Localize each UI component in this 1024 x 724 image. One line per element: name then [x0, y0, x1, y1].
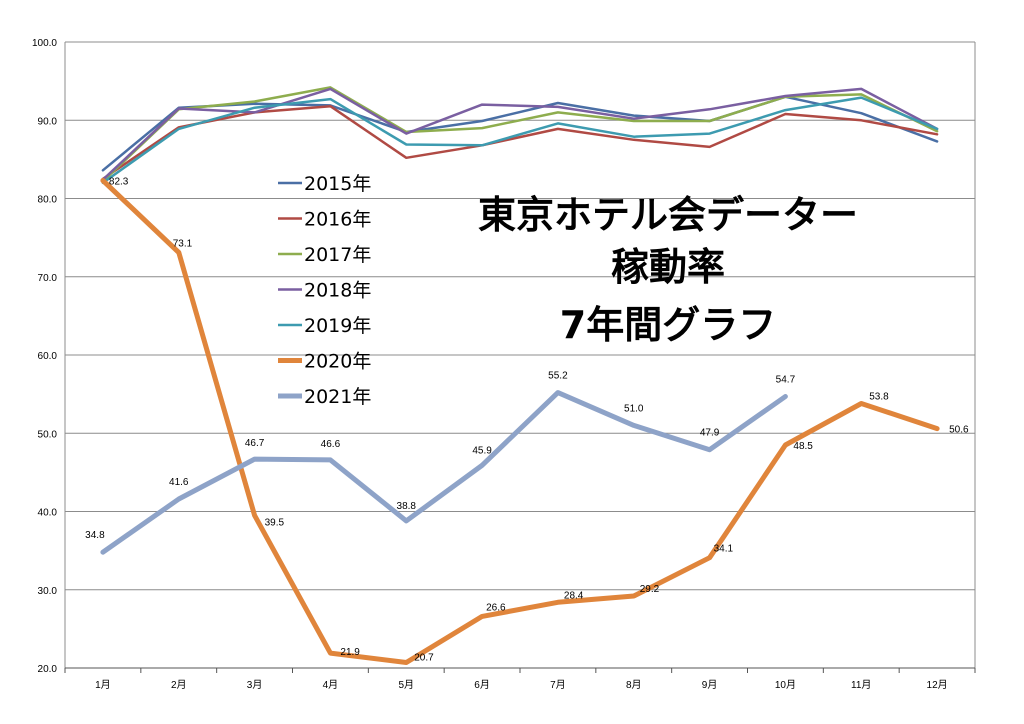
legend: 2015年 2016年 2017年 2018年 2019年 2020年 2021年: [278, 173, 371, 408]
legend-entry: 2021年: [304, 386, 371, 408]
title-line-3: 7年間グラフ: [560, 303, 776, 347]
data-label: 38.8: [397, 501, 417, 512]
data-label: 54.7: [776, 374, 796, 385]
series-line-2020年: [100, 178, 940, 665]
y-tick-label: 60.0: [38, 351, 58, 362]
data-label: 48.5: [793, 441, 813, 452]
x-tick-label: 7月: [550, 679, 566, 691]
legend-entry: 2018年: [304, 280, 371, 302]
title-line-2: 稼動率: [611, 245, 725, 289]
data-label: 29.2: [640, 584, 660, 595]
data-label: 47.9: [700, 428, 720, 439]
axes: 20.0 30.0 40.0 50.0 60.0 70.0 80.0 90.0 100.0 1月 2…: [32, 38, 976, 691]
y-tick-label: 70.0: [38, 273, 58, 284]
x-tick-label: 8月: [626, 679, 642, 691]
data-label: 82.3: [109, 177, 129, 188]
data-label: 21.9: [340, 647, 360, 658]
data-label: 45.9: [472, 445, 492, 456]
data-label: 55.2: [548, 371, 568, 382]
y-tick-label: 20.0: [38, 664, 58, 675]
data-label: 51.0: [624, 403, 644, 414]
data-label: 41.6: [169, 477, 189, 488]
y-tick-label: 50.0: [38, 429, 58, 440]
y-tick-label: 80.0: [38, 195, 58, 206]
legend-entry: 2019年: [304, 315, 371, 337]
data-label: 46.6: [321, 439, 341, 450]
series-line-2015年: [101, 95, 939, 172]
data-label: 28.4: [564, 590, 584, 601]
data-label: 50.6: [949, 425, 969, 436]
data-label: 26.6: [486, 602, 506, 613]
series-line-2017年: [101, 86, 939, 183]
data-label: 39.5: [265, 517, 285, 528]
x-tick-label: 3月: [247, 679, 263, 691]
series-line-2021年: [100, 390, 788, 555]
y-tick-label: 100.0: [32, 38, 57, 49]
x-tick-label: 11月: [851, 679, 871, 691]
series-lines: [100, 86, 940, 665]
x-tick-label: 2月: [171, 679, 187, 691]
x-tick-label: 4月: [323, 679, 339, 691]
chart-title: 東京ホテル会データー 稼動率 7年間グラフ: [478, 193, 858, 347]
y-tick-label: 40.0: [38, 508, 58, 519]
data-labels: 82.3 73.1 39.5 21.9 20.7 26.6 28.4 29.2 34.1 48.5…: [85, 177, 969, 664]
title-line-1: 東京ホテル会データー: [478, 193, 858, 237]
x-tick-label: 10月: [775, 679, 796, 691]
data-label: 34.1: [714, 544, 734, 555]
data-label: 73.1: [173, 238, 193, 249]
x-tick-label: 9月: [702, 679, 718, 691]
x-tick-label: 1月: [95, 679, 111, 691]
data-label: 46.7: [245, 438, 265, 449]
gridlines: [65, 41, 975, 669]
x-tick-label: 5月: [398, 679, 414, 691]
series-line-2016年: [101, 104, 939, 181]
data-label: 34.8: [85, 530, 105, 541]
series-line-2019年: [101, 96, 939, 185]
legend-entry: 2015年: [304, 173, 371, 195]
data-label: 20.7: [414, 653, 434, 664]
y-tick-label: 90.0: [38, 116, 58, 127]
legend-entry: 2017年: [304, 244, 371, 266]
legend-entry: 2016年: [304, 209, 371, 231]
legend-entry: 2020年: [304, 351, 371, 373]
y-tick-label: 30.0: [38, 586, 58, 597]
x-tick-label: 12月: [927, 679, 948, 691]
x-tick-label: 6月: [474, 679, 490, 691]
data-label: 53.8: [869, 392, 889, 403]
